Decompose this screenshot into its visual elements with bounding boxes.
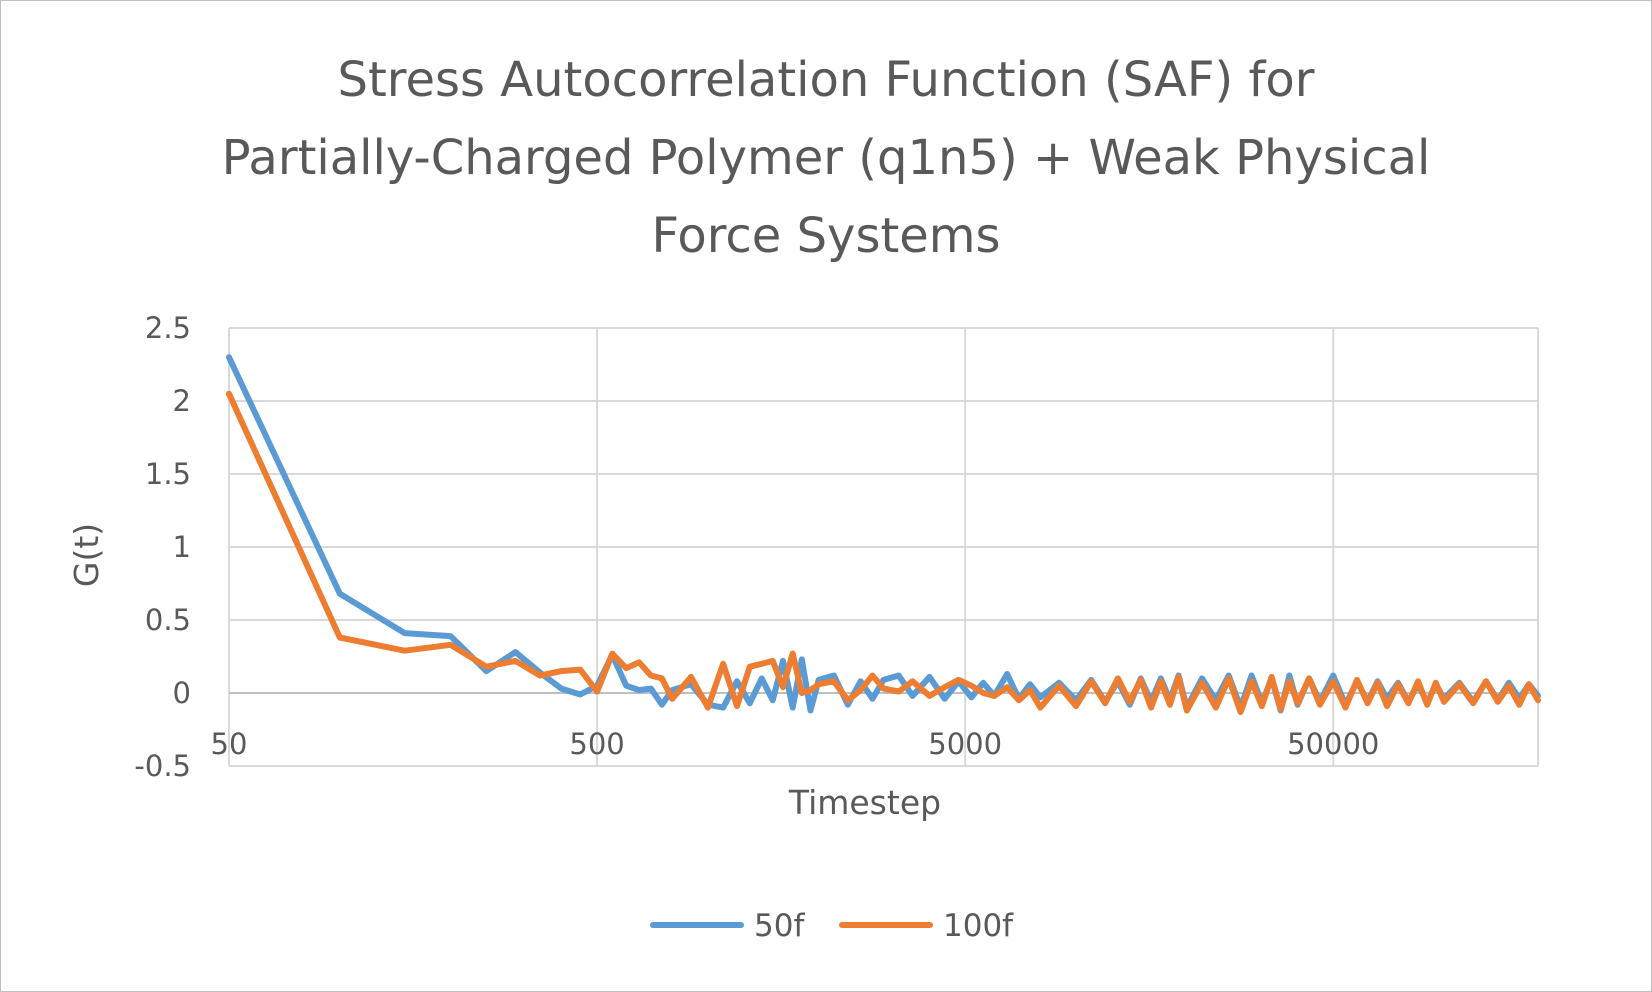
chart-title-line-3: Force Systems [651,208,1000,264]
chart-title: Stress Autocorrelation Function (SAF) fo… [222,52,1431,264]
series-line-100f [226,390,1541,715]
legend-label-100f: 100f [943,908,1014,944]
y-tick-label: 0.5 [145,603,191,637]
y-tick-label: -0.5 [134,749,191,783]
chart-title-line-1: Stress Autocorrelation Function (SAF) fo… [338,52,1315,108]
legend: 50f 100f [650,908,1014,944]
x-tick-label: 500 [569,727,624,761]
series-line-50f [226,354,1541,714]
series-lines [226,354,1541,715]
chart-title-line-2: Partially-Charged Polymer (q1n5) + Weak … [222,130,1431,186]
y-tick-label: 2.5 [145,311,191,345]
y-tick-label: 2 [173,384,191,418]
x-tick-label: 50000 [1287,727,1379,761]
x-axis-ticks: 50 500 5000 50000 [211,727,1380,761]
x-tick-label: 50 [211,727,248,761]
x-axis-title: Timestep [788,783,941,822]
y-tick-label: 0 [173,676,191,710]
y-axis-title: G(t) [67,523,106,587]
y-axis-ticks: 2.5 2 1.5 1 0.5 0 -0.5 [134,311,191,783]
y-tick-label: 1.5 [145,457,191,491]
y-tick-label: 1 [173,530,191,564]
gridlines [228,327,1539,767]
legend-label-50f: 50f [754,908,805,944]
x-tick-label: 5000 [928,727,1002,761]
